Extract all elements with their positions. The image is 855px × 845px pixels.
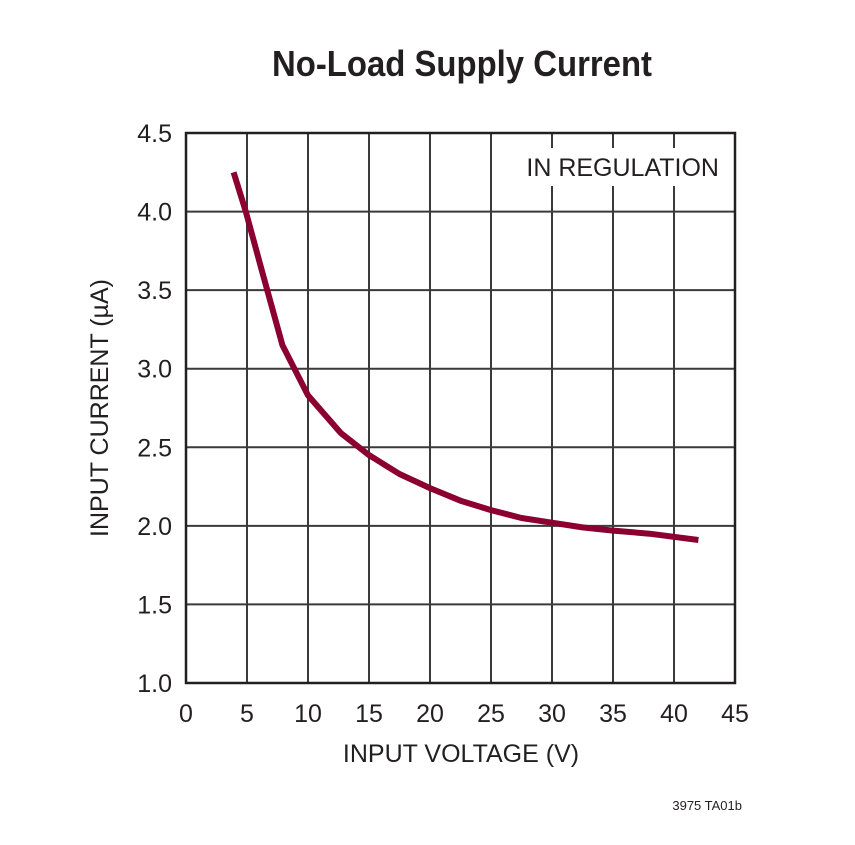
y-tick-label: 1.0 [137,670,172,698]
x-tick-label: 5 [240,700,254,728]
plot-frame [184,131,737,685]
y-tick-label: 2.0 [137,513,172,541]
x-tick-label: 15 [355,700,383,728]
y-tick-label: 2.5 [137,434,172,462]
x-axis-label: INPUT VOLTAGE (V) [343,740,579,768]
x-tick-label: 35 [599,700,627,728]
x-tick-label: 0 [179,700,193,728]
y-tick-label: 4.0 [137,199,172,227]
x-tick-label: 40 [660,700,688,728]
x-tick-label: 10 [294,700,322,728]
y-tick-label: 3.0 [137,356,172,384]
y-tick-labels: 1.0 1.5 2.0 2.5 3.0 3.5 4.0 4.5 [137,120,172,698]
y-tick-label: 3.5 [137,277,172,305]
y-tick-label: 4.5 [137,120,172,148]
x-tick-label: 20 [416,700,444,728]
series-line [230,171,699,543]
figure-id: 3975 TA01b [672,798,742,813]
x-tick-labels: 0 5 10 15 20 25 30 35 40 45 [179,700,749,728]
x-tick-label: 45 [721,700,749,728]
x-tick-label: 30 [538,700,566,728]
annotation-bg [522,148,727,186]
grid [185,132,736,684]
annotation-in-regulation: IN REGULATION [526,154,719,182]
x-tick-label: 25 [477,700,505,728]
y-tick-label: 1.5 [137,591,172,619]
y-axis-label: INPUT CURRENT (µA) [86,279,114,537]
chart-title: No-Load Supply Current [272,43,652,84]
